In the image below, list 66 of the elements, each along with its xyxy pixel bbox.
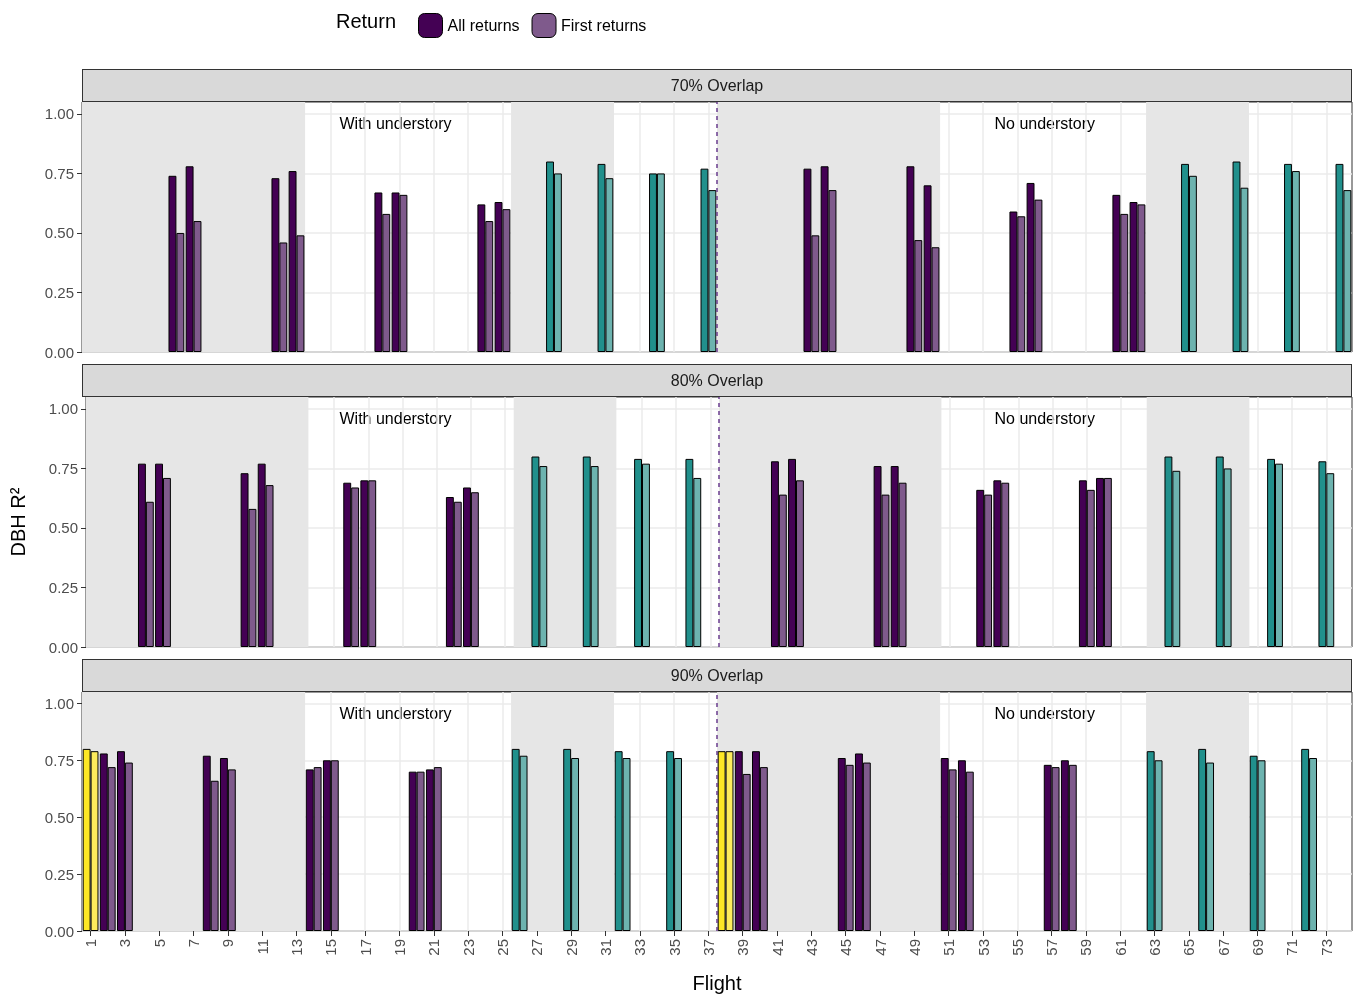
annotation: No understory	[994, 409, 1095, 427]
x-tick-label: 5	[150, 939, 168, 948]
y-tick-label: 0.25	[44, 865, 74, 883]
y-tick-label: 0.00	[48, 638, 78, 656]
annotation: No understory	[994, 704, 1095, 722]
x-axis-title: Flight	[692, 972, 742, 994]
x-tick-label: 53	[974, 939, 992, 956]
x-tick-label: 17	[356, 939, 374, 956]
y-tick-label: 0.00	[44, 922, 74, 940]
x-tick-label: 51	[940, 939, 958, 956]
y-tick-label: 0.00	[44, 343, 74, 361]
x-tick-label: 7	[185, 939, 203, 948]
chart-title: 70% Overlap	[82, 69, 1352, 102]
x-tick-label: 13	[288, 939, 306, 956]
y-tick-label: 0.25	[44, 283, 74, 301]
y-tick-label: 0.50	[44, 808, 74, 826]
x-tick-label: 19	[391, 939, 408, 956]
y-tick-label: 0.50	[44, 224, 74, 242]
y-tick-label: 0.50	[48, 519, 78, 537]
x-tick-label: 63	[1146, 939, 1164, 956]
x-tick-label: 25	[493, 939, 511, 956]
legend-label: All returns	[447, 17, 520, 34]
x-tick-label: 45	[837, 939, 855, 956]
x-tick-label: 59	[1077, 939, 1095, 956]
x-tick-label: 47	[871, 939, 889, 956]
x-tick-label: 57	[1043, 939, 1061, 956]
y-tick-label: 0.75	[44, 751, 74, 769]
chart-title: 90% Overlap	[82, 659, 1352, 692]
x-tick-label: 61	[1111, 939, 1129, 956]
y-tick-label: 1.00	[48, 400, 78, 418]
x-tick-label: 27	[528, 939, 546, 956]
y-tick-label: 0.25	[48, 578, 78, 596]
chart-title: 80% Overlap	[82, 364, 1352, 397]
y-tick-label: 1.00	[44, 105, 74, 123]
x-tick-label: 55	[1008, 939, 1026, 956]
x-tick-label: 49	[905, 939, 923, 956]
x-tick-label: 37	[699, 939, 717, 956]
y-axis-title: DBH R²	[7, 487, 29, 557]
y-tick-label: 1.00	[44, 694, 74, 712]
y-tick-label: 0.75	[48, 459, 78, 477]
x-tick-label: 65	[1180, 939, 1198, 956]
x-tick-label: 29	[562, 939, 580, 956]
y-tick-label: 0.75	[44, 164, 74, 182]
x-tick-label: 33	[631, 939, 649, 956]
x-tick-label: 39	[734, 939, 752, 956]
x-tick-label: 41	[768, 939, 786, 956]
x-tick-label: 73	[1317, 939, 1335, 956]
legend-title: Return	[336, 10, 397, 33]
x-tick-label: 11	[253, 939, 271, 955]
x-tick-label: 35	[665, 939, 683, 956]
x-tick-label: 3	[116, 939, 134, 948]
x-tick-label: 43	[802, 939, 820, 956]
annotation: No understory	[994, 114, 1095, 132]
x-tick-label: 67	[1214, 939, 1232, 956]
legend-label: First returns	[561, 17, 647, 34]
x-tick-label: 71	[1283, 939, 1301, 956]
x-tick-label: 9	[219, 939, 237, 948]
annotation: With understory	[339, 409, 452, 427]
x-tick-label: 69	[1249, 939, 1267, 956]
x-tick-label: 21	[425, 939, 443, 956]
annotation: With understory	[339, 114, 452, 132]
x-tick-label: 15	[322, 939, 340, 956]
x-tick-label: 1	[82, 939, 100, 948]
x-tick-label: 31	[596, 939, 614, 956]
annotation: With understory	[339, 704, 452, 722]
x-tick-label: 23	[459, 939, 477, 956]
